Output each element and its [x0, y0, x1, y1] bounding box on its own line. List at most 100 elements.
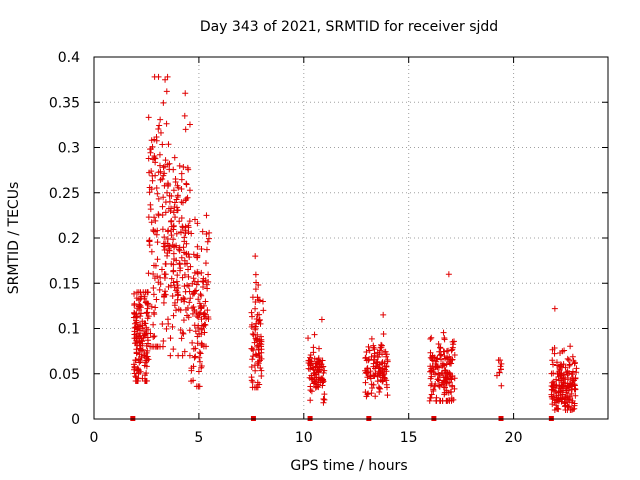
data-point	[183, 240, 190, 247]
data-point	[176, 218, 183, 225]
data-point	[439, 360, 446, 367]
data-point	[316, 345, 323, 352]
data-point	[251, 384, 258, 391]
data-point	[198, 316, 205, 323]
data-point	[202, 298, 209, 305]
data-point	[561, 347, 568, 354]
data-point	[551, 384, 558, 391]
data-point	[145, 340, 152, 347]
data-point	[427, 335, 434, 342]
data-point	[307, 358, 314, 365]
data-point	[168, 192, 175, 199]
data-point	[131, 366, 138, 373]
data-point	[383, 353, 390, 360]
data-point	[170, 209, 177, 216]
data-point	[154, 256, 161, 263]
x-tick-label: 10	[295, 430, 313, 446]
data-point	[203, 246, 210, 253]
data-point	[183, 196, 190, 203]
x-tick-label: 15	[400, 430, 418, 446]
data-point	[151, 311, 158, 318]
data-point	[182, 227, 189, 234]
data-point	[561, 380, 568, 387]
data-point	[184, 312, 191, 319]
data-point	[153, 185, 160, 192]
data-point	[252, 286, 259, 293]
data-point	[196, 300, 203, 307]
data-point	[131, 290, 138, 297]
data-point	[549, 346, 556, 353]
data-point	[254, 342, 261, 349]
data-point	[152, 228, 159, 235]
data-point	[307, 383, 314, 390]
data-point	[198, 322, 205, 329]
data-point	[562, 399, 569, 406]
data-point	[256, 346, 263, 353]
data-point	[192, 345, 199, 352]
data-point	[134, 313, 141, 320]
data-point	[381, 366, 388, 373]
data-point	[384, 356, 391, 363]
data-point	[155, 211, 162, 218]
data-point	[169, 293, 176, 300]
data-point	[371, 352, 378, 359]
data-point	[189, 339, 196, 346]
data-point	[145, 155, 152, 162]
data-point	[174, 289, 181, 296]
data-point	[451, 351, 458, 358]
data-point	[165, 141, 172, 148]
data-point	[166, 247, 173, 254]
data-point	[145, 289, 152, 296]
data-point	[181, 298, 188, 305]
data-point	[170, 261, 177, 268]
data-point	[186, 218, 193, 225]
data-point	[374, 371, 381, 378]
data-point	[430, 366, 437, 373]
data-point	[168, 282, 175, 289]
data-point	[159, 226, 166, 233]
data-point	[134, 377, 141, 384]
data-point	[442, 367, 449, 374]
data-point	[161, 234, 168, 241]
data-point	[374, 378, 381, 385]
data-point	[133, 295, 140, 302]
data-point	[143, 363, 150, 370]
data-point	[178, 186, 185, 193]
data-point	[154, 343, 161, 350]
data-point	[137, 310, 144, 317]
data-point	[205, 271, 212, 278]
data-point	[170, 268, 177, 275]
data-point	[174, 194, 181, 201]
data-point	[260, 307, 267, 314]
data-point	[548, 393, 555, 400]
data-point	[168, 232, 175, 239]
data-point	[147, 149, 154, 156]
data-point	[445, 379, 452, 386]
data-point	[197, 303, 204, 310]
data-point	[150, 334, 157, 341]
data-point	[252, 271, 259, 278]
x-tick-label: 20	[505, 430, 523, 446]
data-point	[563, 385, 570, 392]
data-point	[145, 214, 152, 221]
data-point	[384, 384, 391, 391]
data-point	[170, 312, 177, 319]
data-point	[172, 214, 179, 221]
data-point	[194, 252, 201, 259]
data-point	[204, 238, 211, 245]
data-point	[258, 367, 265, 374]
data-point	[145, 270, 152, 277]
data-point	[179, 352, 186, 359]
data-point	[428, 365, 435, 372]
data-point	[363, 370, 370, 377]
data-point	[176, 261, 183, 268]
data-point	[444, 354, 451, 361]
data-point	[185, 266, 192, 273]
data-point	[320, 378, 327, 385]
y-axis-label: SRMTID / TECUs	[6, 182, 22, 295]
y-tick-label: 0	[71, 412, 80, 428]
data-point	[162, 76, 169, 83]
data-point	[376, 351, 383, 358]
data-point	[438, 356, 445, 363]
data-point	[194, 340, 201, 347]
